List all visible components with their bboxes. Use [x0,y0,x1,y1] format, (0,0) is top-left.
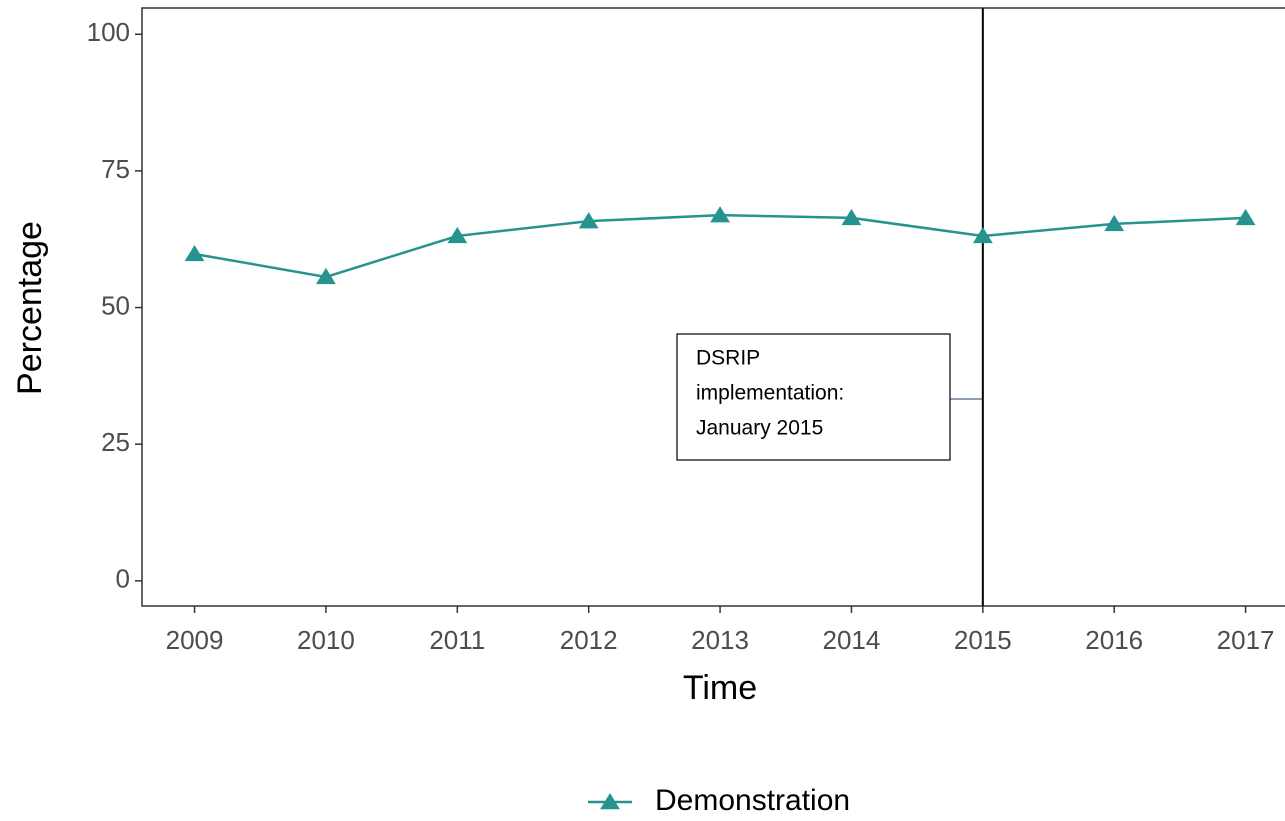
y-tick-label: 75 [101,154,130,184]
legend-marker [600,793,620,810]
y-tick-label: 50 [101,290,130,320]
x-tick-label: 2015 [954,625,1012,655]
annotation-text: implementation: [696,382,844,405]
y-tick-label: 0 [116,564,130,594]
data-point [972,226,993,244]
data-point [841,208,862,226]
data-point [1104,214,1125,232]
x-tick-label: 2017 [1217,625,1275,655]
x-tick-label: 2014 [823,625,881,655]
data-point [184,244,205,262]
annotation-text: January 2015 [696,417,823,440]
panel-border [141,7,1285,607]
annotation-text: DSRIP [696,347,760,370]
annotation-box [676,333,951,461]
y-tick-label: 100 [87,17,130,47]
data-point [316,267,336,285]
legend-label: Demonstration [655,784,850,817]
data-point [447,226,468,244]
x-tick-label: 2010 [297,625,355,655]
x-tick-label: 2013 [691,625,749,655]
x-tick-label: 2012 [560,625,618,655]
y-axis-label: Percentage [11,221,49,395]
data-point [710,206,730,223]
x-axis-label: Time [683,669,757,707]
x-tick-label: 2009 [166,625,224,655]
series-line [194,213,1246,279]
y-tick-label: 25 [101,427,130,457]
x-tick-label: 2011 [429,625,485,655]
x-tick-label: 2016 [1085,625,1143,655]
data-point [578,212,599,229]
data-point [1235,208,1256,226]
